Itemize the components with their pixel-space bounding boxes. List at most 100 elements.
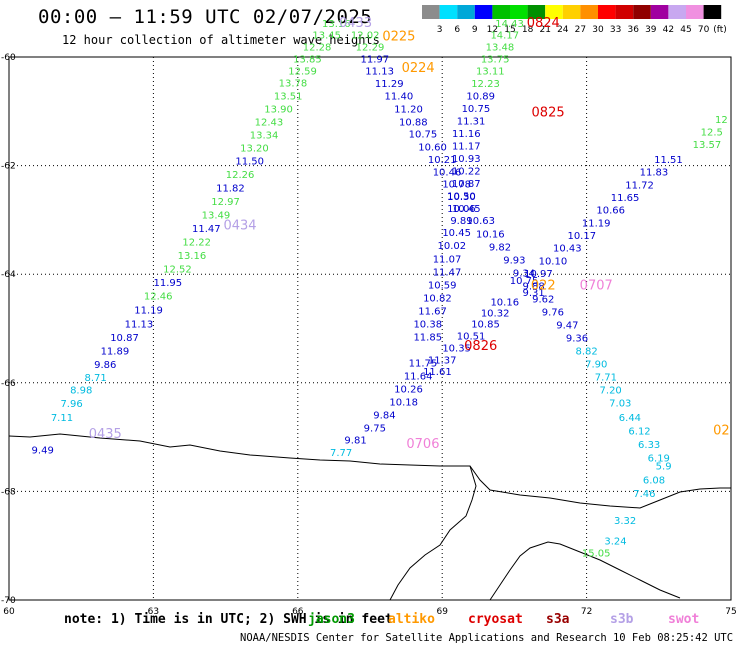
wave-height-label: 9.47	[556, 321, 578, 332]
lon-tick-label: 66	[292, 607, 304, 617]
wave-height-label: 10.06	[447, 204, 476, 215]
time-label: 0435	[89, 427, 122, 442]
wave-height-label: 11.31	[457, 116, 486, 127]
map-grid	[8, 56, 732, 601]
time-label: 0433	[339, 16, 372, 31]
wave-height-label: 7.77	[330, 448, 352, 459]
wave-height-label: 10.35	[442, 343, 471, 354]
wave-height-label: 12.46	[144, 292, 173, 303]
wave-height-label: 9.88	[523, 281, 545, 292]
wave-height-label: 13.57	[693, 140, 722, 151]
wave-height-label: 13.20	[240, 143, 269, 154]
wave-height-label: 9.34	[513, 268, 535, 279]
wave-height-label: 7.20	[600, 386, 622, 397]
time-label: 0225	[382, 30, 415, 45]
lon-tick-label: 75	[725, 607, 736, 617]
wave-height-label: 12.29	[356, 42, 385, 53]
wave-height-label: 13.78	[279, 78, 308, 89]
wave-height-label: 9.86	[94, 360, 116, 371]
wave-height-label: 10.10	[539, 256, 568, 267]
legend-label: 12	[487, 25, 498, 35]
wave-height-label: 13.34	[250, 130, 279, 141]
wave-height-label: 7.11	[51, 413, 73, 424]
wave-height-label: 9.89	[450, 216, 472, 227]
credit-line: NOAA/NESDIS Center for Satellite Applica…	[240, 632, 740, 644]
wave-height-label: 10.87	[110, 333, 139, 344]
color-legend: 3 6 9 12 15 18 21 24 27 30 33 36 39 42 45 70 (ft)	[422, 5, 727, 35]
wave-height-label: 11.89	[101, 347, 130, 358]
wave-height-label: 8.98	[70, 386, 92, 397]
legend-label: 45	[680, 25, 691, 35]
wave-height-label: 11.19	[582, 218, 611, 229]
wave-height-label: 11.20	[394, 104, 423, 115]
wave-height-label: 13.45	[312, 31, 341, 42]
wave-height-label: 10.18	[389, 398, 418, 409]
wave-height-label: 11.85	[413, 332, 442, 343]
wave-height-label: 10.97	[524, 269, 553, 280]
wave-height-label: 9.93	[503, 255, 525, 266]
legend-swatch	[510, 5, 528, 19]
lon-tick-label: 72	[581, 607, 592, 617]
wave-height-label: 12.97	[211, 197, 240, 208]
wave-height-label: 12.26	[226, 170, 255, 181]
wave-height-label: 7.90	[585, 360, 607, 371]
coast-outline	[8, 433, 731, 509]
wave-height-label: 11.75	[409, 359, 438, 370]
wave-height-label: 3.32	[614, 516, 636, 527]
wave-height-label: 10.89	[466, 91, 495, 102]
lon-tick-label: 60	[3, 607, 15, 617]
legend-label: 3	[437, 25, 443, 35]
wave-height-label: 10.38	[413, 319, 442, 330]
wave-height-label: 10.93	[452, 154, 481, 165]
wave-height-label: 10.87	[452, 179, 481, 190]
wave-height-label: 11.47	[433, 267, 462, 278]
legend-swatch	[650, 5, 669, 19]
time-label: 022	[531, 278, 556, 293]
ice-shelf-edge	[389, 465, 477, 601]
wave-height-label: 11.97	[360, 54, 389, 65]
wave-height-label: 15.05	[582, 549, 611, 560]
wave-height-label: 10.46	[433, 167, 462, 178]
legend-unit: (ft)	[713, 25, 727, 35]
wave-height-label: 8.82	[575, 347, 597, 358]
legend-swatch	[562, 5, 581, 19]
wave-height-label: 11.16	[452, 129, 481, 140]
wave-height-label: 10.63	[466, 216, 495, 227]
wave-height-label: 11.64	[404, 372, 433, 383]
wave-height-label: 13.49	[202, 210, 231, 221]
legend-label: 21	[539, 25, 550, 35]
wave-height-label: 11.40	[385, 91, 414, 102]
wave-height-label: 10.43	[553, 243, 582, 254]
legend-swatch	[545, 5, 563, 19]
wave-height-label: 13.51	[274, 91, 303, 102]
time-label: 0434	[223, 219, 256, 234]
wave-height-label: 11.61	[423, 367, 452, 378]
wave-height-label: 11.17	[452, 141, 481, 152]
legend-label: 30	[592, 25, 604, 35]
wave-height-label: 11.67	[418, 306, 447, 317]
legend-swatch	[598, 5, 616, 19]
wave-height-label: 13.48	[486, 42, 515, 53]
wave-height-label: 12.28	[303, 42, 332, 53]
time-label: 0826	[464, 339, 497, 354]
wave-height-label: 9.49	[32, 445, 54, 456]
wave-height-label: 10.85	[471, 319, 500, 330]
wave-height-label: 10.22	[452, 166, 481, 177]
wave-height-label: 13.16	[178, 251, 207, 262]
wave-height-label: 6.44	[619, 413, 641, 424]
legend-label: 9	[472, 25, 478, 35]
legend-swatch	[474, 5, 493, 19]
wave-height-label: 10.45	[452, 204, 481, 215]
wave-height-label: 7.71	[595, 373, 617, 384]
wave-height-label: 9.62	[532, 294, 554, 305]
legend-label: 18	[522, 25, 534, 35]
track-t1: 9.49 7.11 7.96 8.98 8.71 9.86 11.89 10.87 11.13 1…	[32, 19, 351, 456]
wave-height-label: 10.60	[418, 142, 447, 153]
wave-height-label: 10.75	[409, 129, 438, 140]
wave-height-label: 3.24	[604, 537, 626, 548]
lat-tick-label: -66	[1, 379, 16, 389]
wave-height-label: 14.43	[495, 19, 524, 30]
page-title: 00:00 – 11:59 UTC 02/07/2025	[38, 6, 373, 28]
lat-tick-label: -70	[1, 596, 16, 606]
